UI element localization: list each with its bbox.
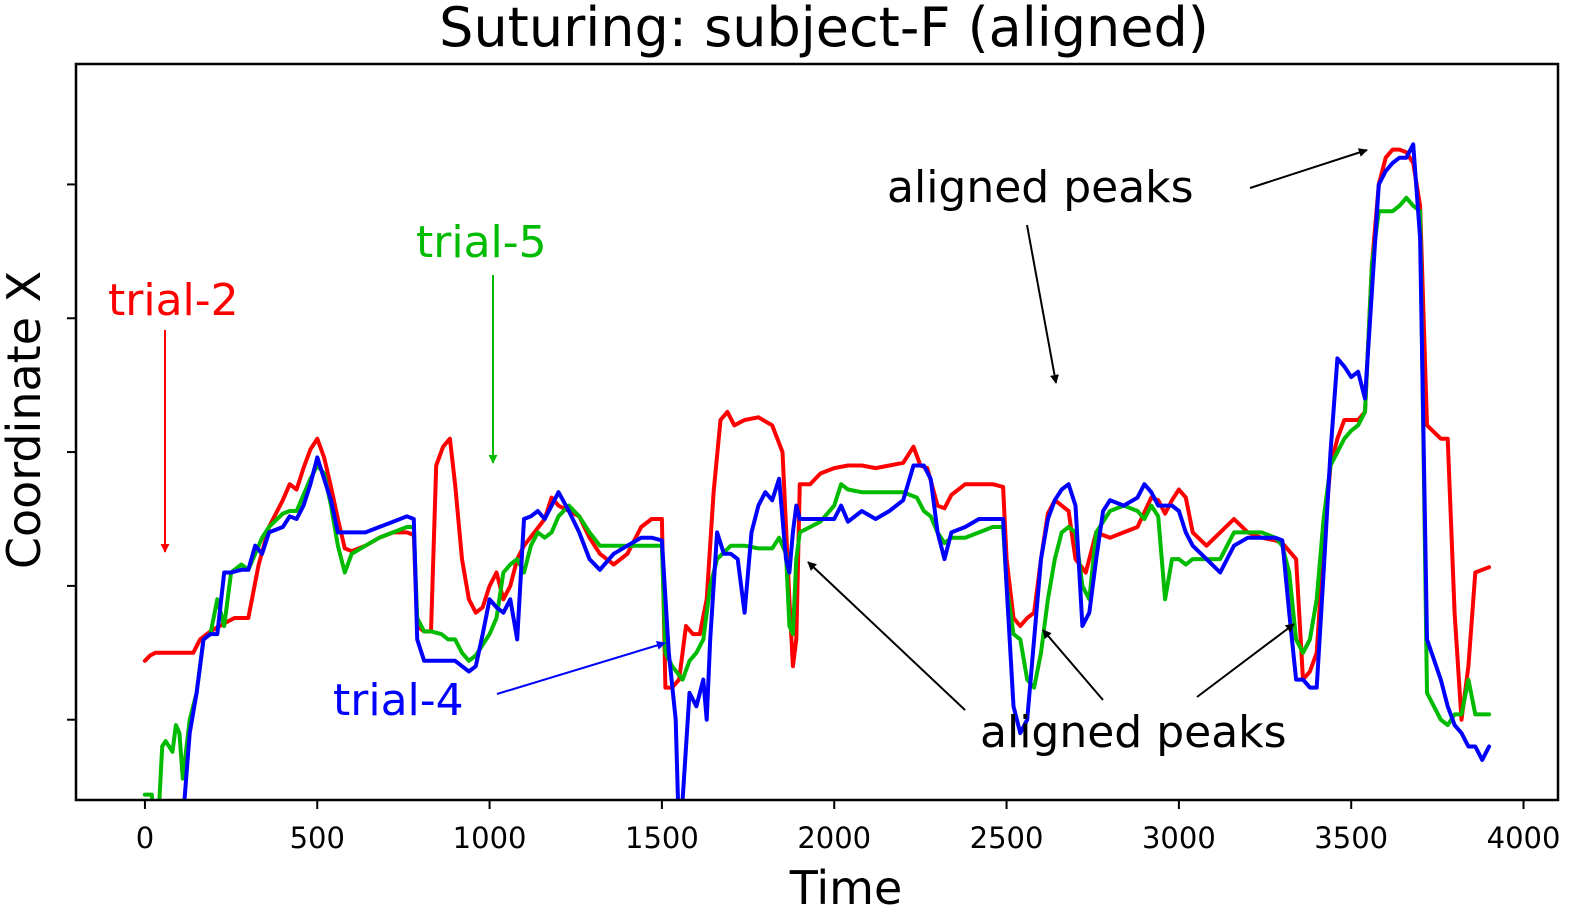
x-tick-label: 1500 xyxy=(625,821,699,855)
series-layer xyxy=(142,142,1492,800)
annotation-trial-2-label: trial-2 xyxy=(108,275,239,326)
chart-title: Suturing: subject-F (aligned) xyxy=(439,0,1209,59)
annotation-trial-4-arrow xyxy=(496,641,666,695)
y-axis-label: Coordinate X xyxy=(0,271,51,569)
y-axis-ticks xyxy=(67,183,76,721)
x-tick-label: 4000 xyxy=(1487,821,1561,855)
series-line-trial-2 xyxy=(142,147,1492,722)
x-axis-label: Time xyxy=(789,861,903,913)
annotation-aligned-peaks-top-arrow-2 xyxy=(1249,148,1368,189)
annotation-trial-4-label: trial-4 xyxy=(333,675,464,726)
series-line-trial-4 xyxy=(182,142,1492,800)
annotation-aligned-peaks-bottom-arrow-1 xyxy=(807,561,966,711)
annotation-trial-5-label: trial-5 xyxy=(416,217,547,268)
x-tick-label: 1000 xyxy=(453,821,527,855)
annotation-aligned-peaks-bottom-label: aligned peaks xyxy=(980,707,1287,758)
x-axis-ticks: 0 500 1000 1500 2000 2500 3000 3500 4000 xyxy=(136,800,1561,855)
x-tick-label: 2500 xyxy=(970,821,1044,855)
annotation-aligned-peaks-bottom-arrow-3 xyxy=(1196,623,1295,698)
x-tick-label: 3500 xyxy=(1314,821,1388,855)
x-tick-label: 0 xyxy=(136,821,154,855)
annotation-aligned-peaks-top-arrow-1 xyxy=(1026,224,1059,384)
annotation-aligned-peaks-bottom-arrow-2 xyxy=(1042,629,1104,701)
x-tick-label: 3000 xyxy=(1142,821,1216,855)
plot-frame xyxy=(74,62,1560,802)
x-tick-label: 500 xyxy=(290,821,345,855)
annotation-layer: trial-2 trial-5 trial-4 aligned peaks al… xyxy=(108,148,1368,758)
annotation-aligned-peaks-top-label: aligned peaks xyxy=(887,162,1194,213)
x-tick-label: 2000 xyxy=(797,821,871,855)
